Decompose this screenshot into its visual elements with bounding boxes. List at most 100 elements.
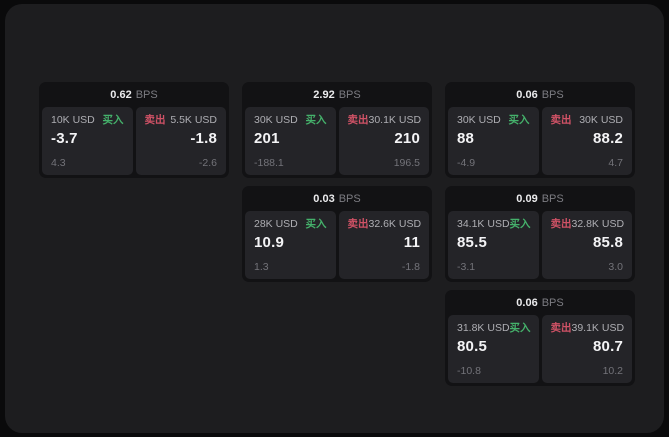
buy-quote-panel[interactable]: 28K USD 买入 10.9 1.3 (245, 211, 336, 279)
quote-card-body: 34.1K USD 买入 85.5 -3.1 卖出 32.8K USD 85.8… (445, 211, 635, 282)
sell-price: 88.2 (593, 130, 623, 147)
quote-card-grid: 0.62 BPS 10K USD 买入 -3.7 4.3 卖出 5.5K USD… (39, 82, 635, 386)
quote-card-body: 30K USD 买入 201 -188.1 卖出 30.1K USD 210 1… (242, 107, 432, 178)
bps-header: 0.09 BPS (445, 186, 635, 211)
sell-quote-panel[interactable]: 卖出 39.1K USD 80.7 10.2 (541, 315, 632, 383)
quote-card: 0.06 BPS 31.8K USD 买入 80.5 -10.8 卖出 39.1… (445, 290, 635, 386)
buy-delta: -3.1 (457, 261, 476, 273)
sell-price: 85.8 (593, 234, 623, 251)
bps-unit-label: BPS (338, 192, 361, 205)
bps-header: 0.06 BPS (445, 82, 635, 107)
sell-price: 210 (394, 130, 420, 147)
buy-amount: 30K USD (457, 114, 501, 126)
buy-side-label: 买入 (508, 114, 530, 126)
sell-panel-top-row: 卖出 5.5K USD (145, 114, 218, 126)
app-window: 0.62 BPS 10K USD 买入 -3.7 4.3 卖出 5.5K USD… (5, 4, 664, 433)
sell-amount: 32.8K USD (571, 218, 625, 230)
buy-panel-top-row: 28K USD 买入 (254, 218, 327, 230)
sell-quote-panel[interactable]: 卖出 30K USD 88.2 4.7 (541, 107, 632, 175)
buy-delta: -10.8 (457, 365, 481, 377)
bps-header: 0.03 BPS (242, 186, 432, 211)
buy-quote-panel[interactable]: 30K USD 买入 88 -4.9 (448, 107, 539, 175)
buy-delta: 1.3 (254, 261, 269, 273)
bps-value: 0.06 (516, 88, 538, 101)
bps-unit-label: BPS (541, 88, 564, 101)
bps-value: 2.92 (313, 88, 335, 101)
sell-quote-panel[interactable]: 卖出 5.5K USD -1.8 -2.6 (135, 107, 226, 175)
buy-panel-top-row: 10K USD 买入 (51, 114, 124, 126)
buy-panel-top-row: 30K USD 买入 (254, 114, 327, 126)
buy-side-label: 买入 (305, 218, 327, 230)
sell-quote-panel[interactable]: 卖出 30.1K USD 210 196.5 (338, 107, 429, 175)
bps-unit-label: BPS (541, 192, 564, 205)
buy-amount: 34.1K USD (457, 218, 510, 230)
sell-delta: 3.0 (608, 261, 623, 273)
quote-card-body: 10K USD 买入 -3.7 4.3 卖出 5.5K USD -1.8 -2.… (39, 107, 229, 178)
sell-panel-top-row: 卖出 30.1K USD (347, 114, 422, 126)
sell-amount: 39.1K USD (571, 322, 625, 334)
buy-price: 80.5 (457, 338, 487, 355)
buy-quote-panel[interactable]: 10K USD 买入 -3.7 4.3 (42, 107, 133, 175)
buy-amount: 31.8K USD (457, 322, 510, 334)
buy-price: 85.5 (457, 234, 487, 251)
bps-value: 0.09 (516, 192, 538, 205)
sell-side-label: 卖出 (347, 218, 369, 230)
bps-value: 0.06 (516, 296, 538, 309)
sell-amount: 30K USD (579, 114, 623, 126)
sell-delta: -1.8 (401, 261, 420, 273)
quote-card: 2.92 BPS 30K USD 买入 201 -188.1 卖出 30.1K … (242, 82, 432, 178)
sell-price: 11 (403, 234, 420, 251)
bps-header: 2.92 BPS (242, 82, 432, 107)
sell-panel-top-row: 卖出 30K USD (551, 114, 624, 126)
sell-delta: -2.6 (198, 157, 217, 169)
sell-panel-top-row: 卖出 39.1K USD (550, 322, 625, 334)
bps-value: 0.03 (313, 192, 335, 205)
quote-card: 0.03 BPS 28K USD 买入 10.9 1.3 卖出 32.6K US… (242, 186, 432, 282)
buy-side-label: 买入 (102, 114, 124, 126)
sell-side-label: 卖出 (550, 218, 572, 230)
quote-card: 0.09 BPS 34.1K USD 买入 85.5 -3.1 卖出 32.8K… (445, 186, 635, 282)
buy-price: 201 (254, 130, 280, 147)
buy-amount: 10K USD (51, 114, 95, 126)
sell-panel-top-row: 卖出 32.6K USD (347, 218, 422, 230)
sell-amount: 32.6K USD (368, 218, 422, 230)
buy-quote-panel[interactable]: 31.8K USD 买入 80.5 -10.8 (448, 315, 539, 383)
sell-delta: 4.7 (608, 157, 623, 169)
bps-value: 0.62 (110, 88, 132, 101)
quote-card: 0.06 BPS 30K USD 买入 88 -4.9 卖出 30K USD 8… (445, 82, 635, 178)
sell-panel-top-row: 卖出 32.8K USD (550, 218, 625, 230)
bps-header: 0.06 BPS (445, 290, 635, 315)
buy-panel-top-row: 31.8K USD 买入 (457, 322, 531, 334)
sell-delta: 196.5 (393, 157, 420, 169)
buy-price: -3.7 (51, 130, 78, 147)
buy-delta: 4.3 (51, 157, 66, 169)
bps-header: 0.62 BPS (39, 82, 229, 107)
sell-side-label: 卖出 (550, 114, 572, 126)
sell-side-label: 卖出 (144, 114, 166, 126)
sell-delta: 10.2 (602, 365, 623, 377)
buy-panel-top-row: 30K USD 买入 (457, 114, 530, 126)
buy-delta: -4.9 (457, 157, 476, 169)
buy-quote-panel[interactable]: 34.1K USD 买入 85.5 -3.1 (448, 211, 539, 279)
bps-unit-label: BPS (135, 88, 158, 101)
buy-price: 88 (457, 130, 475, 147)
buy-delta: -188.1 (254, 157, 284, 169)
sell-price: 80.7 (593, 338, 623, 355)
quote-card-body: 30K USD 买入 88 -4.9 卖出 30K USD 88.2 4.7 (445, 107, 635, 178)
bps-unit-label: BPS (541, 296, 564, 309)
buy-side-label: 买入 (305, 114, 327, 126)
sell-side-label: 卖出 (550, 322, 572, 334)
buy-side-label: 买入 (509, 218, 531, 230)
sell-amount: 5.5K USD (170, 114, 217, 126)
buy-quote-panel[interactable]: 30K USD 买入 201 -188.1 (245, 107, 336, 175)
buy-amount: 28K USD (254, 218, 298, 230)
buy-side-label: 买入 (509, 322, 531, 334)
sell-quote-panel[interactable]: 卖出 32.6K USD 11 -1.8 (338, 211, 429, 279)
sell-side-label: 卖出 (347, 114, 369, 126)
buy-panel-top-row: 34.1K USD 买入 (457, 218, 531, 230)
sell-quote-panel[interactable]: 卖出 32.8K USD 85.8 3.0 (541, 211, 632, 279)
quote-card: 0.62 BPS 10K USD 买入 -3.7 4.3 卖出 5.5K USD… (39, 82, 229, 178)
quote-card-body: 31.8K USD 买入 80.5 -10.8 卖出 39.1K USD 80.… (445, 315, 635, 386)
quote-card-body: 28K USD 买入 10.9 1.3 卖出 32.6K USD 11 -1.8 (242, 211, 432, 282)
buy-amount: 30K USD (254, 114, 298, 126)
